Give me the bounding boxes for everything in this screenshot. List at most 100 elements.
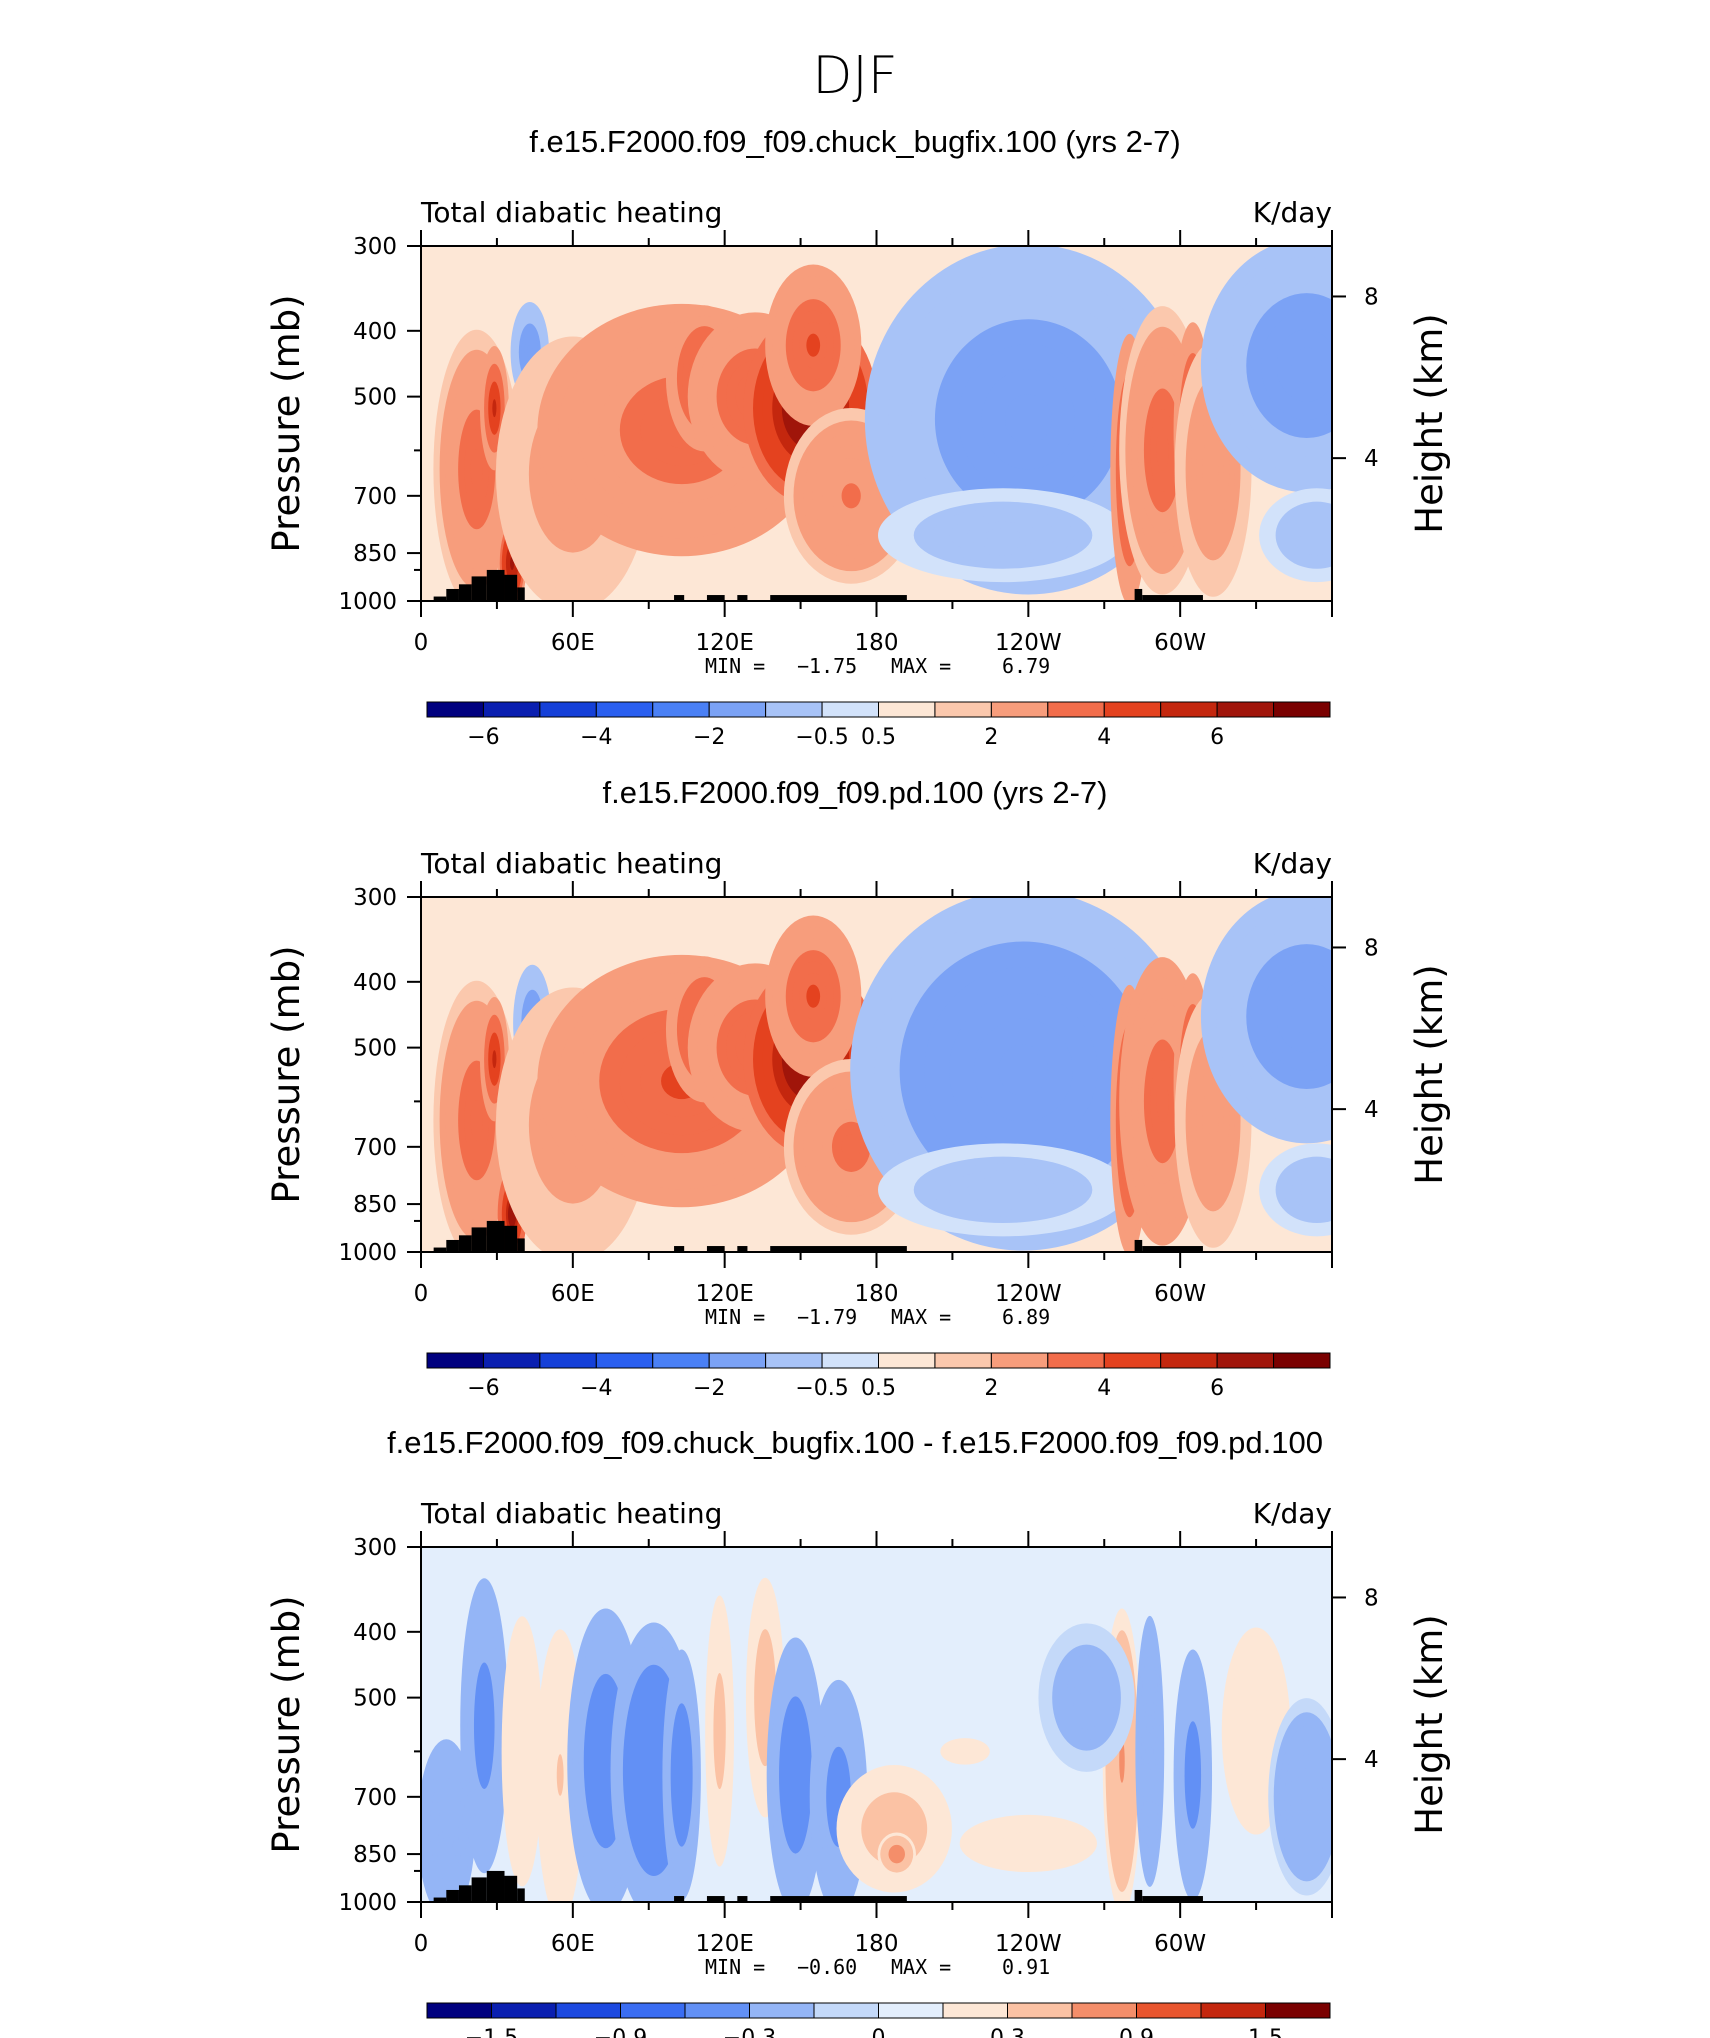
y-tick-label: 500: [353, 1686, 397, 1712]
topography-mask: [433, 1897, 447, 1902]
colorbar-box: [1265, 2002, 1331, 2019]
contour-blob-16: [1147, 1732, 1152, 1771]
colorbar-label: 1.5: [1248, 2026, 1283, 2038]
colorbar-box: [482, 701, 541, 718]
contour-blob-0: [442, 1815, 451, 1842]
contour-blob-8: [762, 1680, 768, 1715]
colorbar-box: [595, 701, 654, 718]
x-tick-label: 180: [855, 1281, 899, 1307]
colorbar-box: [990, 701, 1049, 718]
topography-mask: [471, 1877, 487, 1902]
colorbar-label: −2: [693, 1376, 725, 1401]
contour-blob-15: [1156, 429, 1169, 471]
figure-title: DJF: [812, 46, 897, 106]
topography-mask: [517, 1238, 525, 1252]
contour-blob-17: [1190, 1757, 1196, 1793]
units-label: K/day: [1253, 847, 1332, 880]
contour-blob-4: [600, 1739, 612, 1783]
y-axis-title: Pressure (mb): [265, 945, 308, 1203]
y-tick-label: 1000: [338, 589, 397, 615]
topography-mask: [737, 595, 748, 601]
y-axis-title: Pressure (mb): [265, 1595, 308, 1853]
contour-blob-12: [893, 1850, 900, 1858]
right-tick-label: 4: [1364, 1747, 1379, 1773]
x-tick-label: 120W: [995, 1281, 1062, 1307]
colorbar-box: [684, 2002, 750, 2019]
colorbar-box: [1103, 1352, 1162, 1369]
colorbar-box: [1160, 1352, 1218, 1369]
units-label: K/day: [1253, 1497, 1332, 1530]
max-label: MAX =: [891, 1305, 951, 1329]
y-tick-label: 850: [353, 541, 397, 567]
colorbar-box: [1216, 1352, 1275, 1369]
colorbar-label: 0.9: [1119, 2026, 1154, 2038]
topography-mask: [504, 1875, 518, 1902]
colorbar-box: [765, 701, 823, 718]
y-tick-label: 300: [353, 885, 397, 911]
contour-blob-6: [678, 1757, 685, 1793]
topography-mask: [1134, 1889, 1143, 1902]
y-axis-title: Pressure (mb): [265, 294, 308, 552]
left-label: Total diabatic heating: [420, 1497, 722, 1530]
colorbar-box: [1216, 701, 1275, 718]
topography-mask: [737, 1896, 748, 1902]
contour-blob-13: [940, 1738, 990, 1765]
colorbar-label: 0.3: [990, 2026, 1025, 2038]
topography-mask: [504, 1225, 518, 1252]
colorbar-label: −6: [467, 725, 499, 750]
topography-mask: [737, 1246, 748, 1252]
min-value: −0.60: [797, 1955, 857, 1979]
contour-blob-19: [1301, 1782, 1313, 1811]
contour-blob-5: [647, 1749, 660, 1792]
colorbar-box: [1047, 701, 1105, 718]
colorbar-label: −6: [467, 1376, 499, 1401]
panel-title: f.e15.F2000.f09_f09.chuck_bugfix.100 (yr…: [529, 124, 1180, 159]
colorbar-label: 0: [872, 2026, 886, 2038]
colorbar-label: 0.5: [861, 725, 896, 750]
contour-blob-3: [527, 344, 533, 360]
max-value: 6.89: [1002, 1305, 1050, 1329]
y-tick-label: 700: [353, 484, 397, 510]
colorbar-label: 0.5: [861, 1376, 896, 1401]
x-tick-label: 60W: [1154, 1931, 1206, 1957]
topography-mask: [471, 576, 487, 601]
min-label: MIN =: [705, 1305, 765, 1329]
x-tick-label: 120E: [695, 1281, 753, 1307]
topography-mask: [1134, 588, 1143, 601]
contour-blob-12: [1004, 394, 1052, 445]
colorbar-box: [482, 1352, 541, 1369]
y-tick-label: 300: [353, 1535, 397, 1561]
x-tick-label: 60E: [551, 630, 595, 656]
y-tick-label: 700: [353, 1135, 397, 1161]
colorbar-box: [878, 2002, 944, 2019]
colorbar-label: 6: [1210, 725, 1224, 750]
colorbar-box: [821, 701, 879, 718]
min-label: MIN =: [705, 654, 765, 678]
left-label: Total diabatic heating: [420, 196, 722, 229]
contour-blob-1: [492, 1050, 497, 1069]
colorbar-box: [934, 701, 992, 718]
colorbar-label: −0.5: [795, 725, 848, 750]
y-right-axis-title: Height (km): [1408, 313, 1451, 533]
colorbar-box: [708, 701, 767, 718]
topography-mask: [770, 1896, 907, 1902]
min-value: −1.79: [797, 1305, 857, 1329]
contour-blob-15: [1156, 1080, 1169, 1122]
colorbar-box: [749, 2002, 815, 2019]
field-contours: [433, 246, 1332, 601]
colorbar-box: [1136, 2002, 1202, 2019]
topography-mask: [674, 1246, 685, 1252]
y-tick-label: 1000: [338, 1890, 397, 1916]
colorbar-label: −4: [580, 725, 612, 750]
colorbar-label: −0.5: [795, 1376, 848, 1401]
colorbar-box: [878, 1352, 936, 1369]
colorbar-box: [708, 1352, 767, 1369]
y-tick-label: 300: [353, 234, 397, 260]
colorbar-box: [539, 701, 597, 718]
colorbar-box: [426, 701, 484, 718]
colorbar-box: [1200, 2002, 1266, 2019]
colorbar-label: 2: [984, 725, 998, 750]
topography-mask: [706, 1246, 725, 1252]
colorbar-label: −0.9: [594, 2026, 647, 2038]
